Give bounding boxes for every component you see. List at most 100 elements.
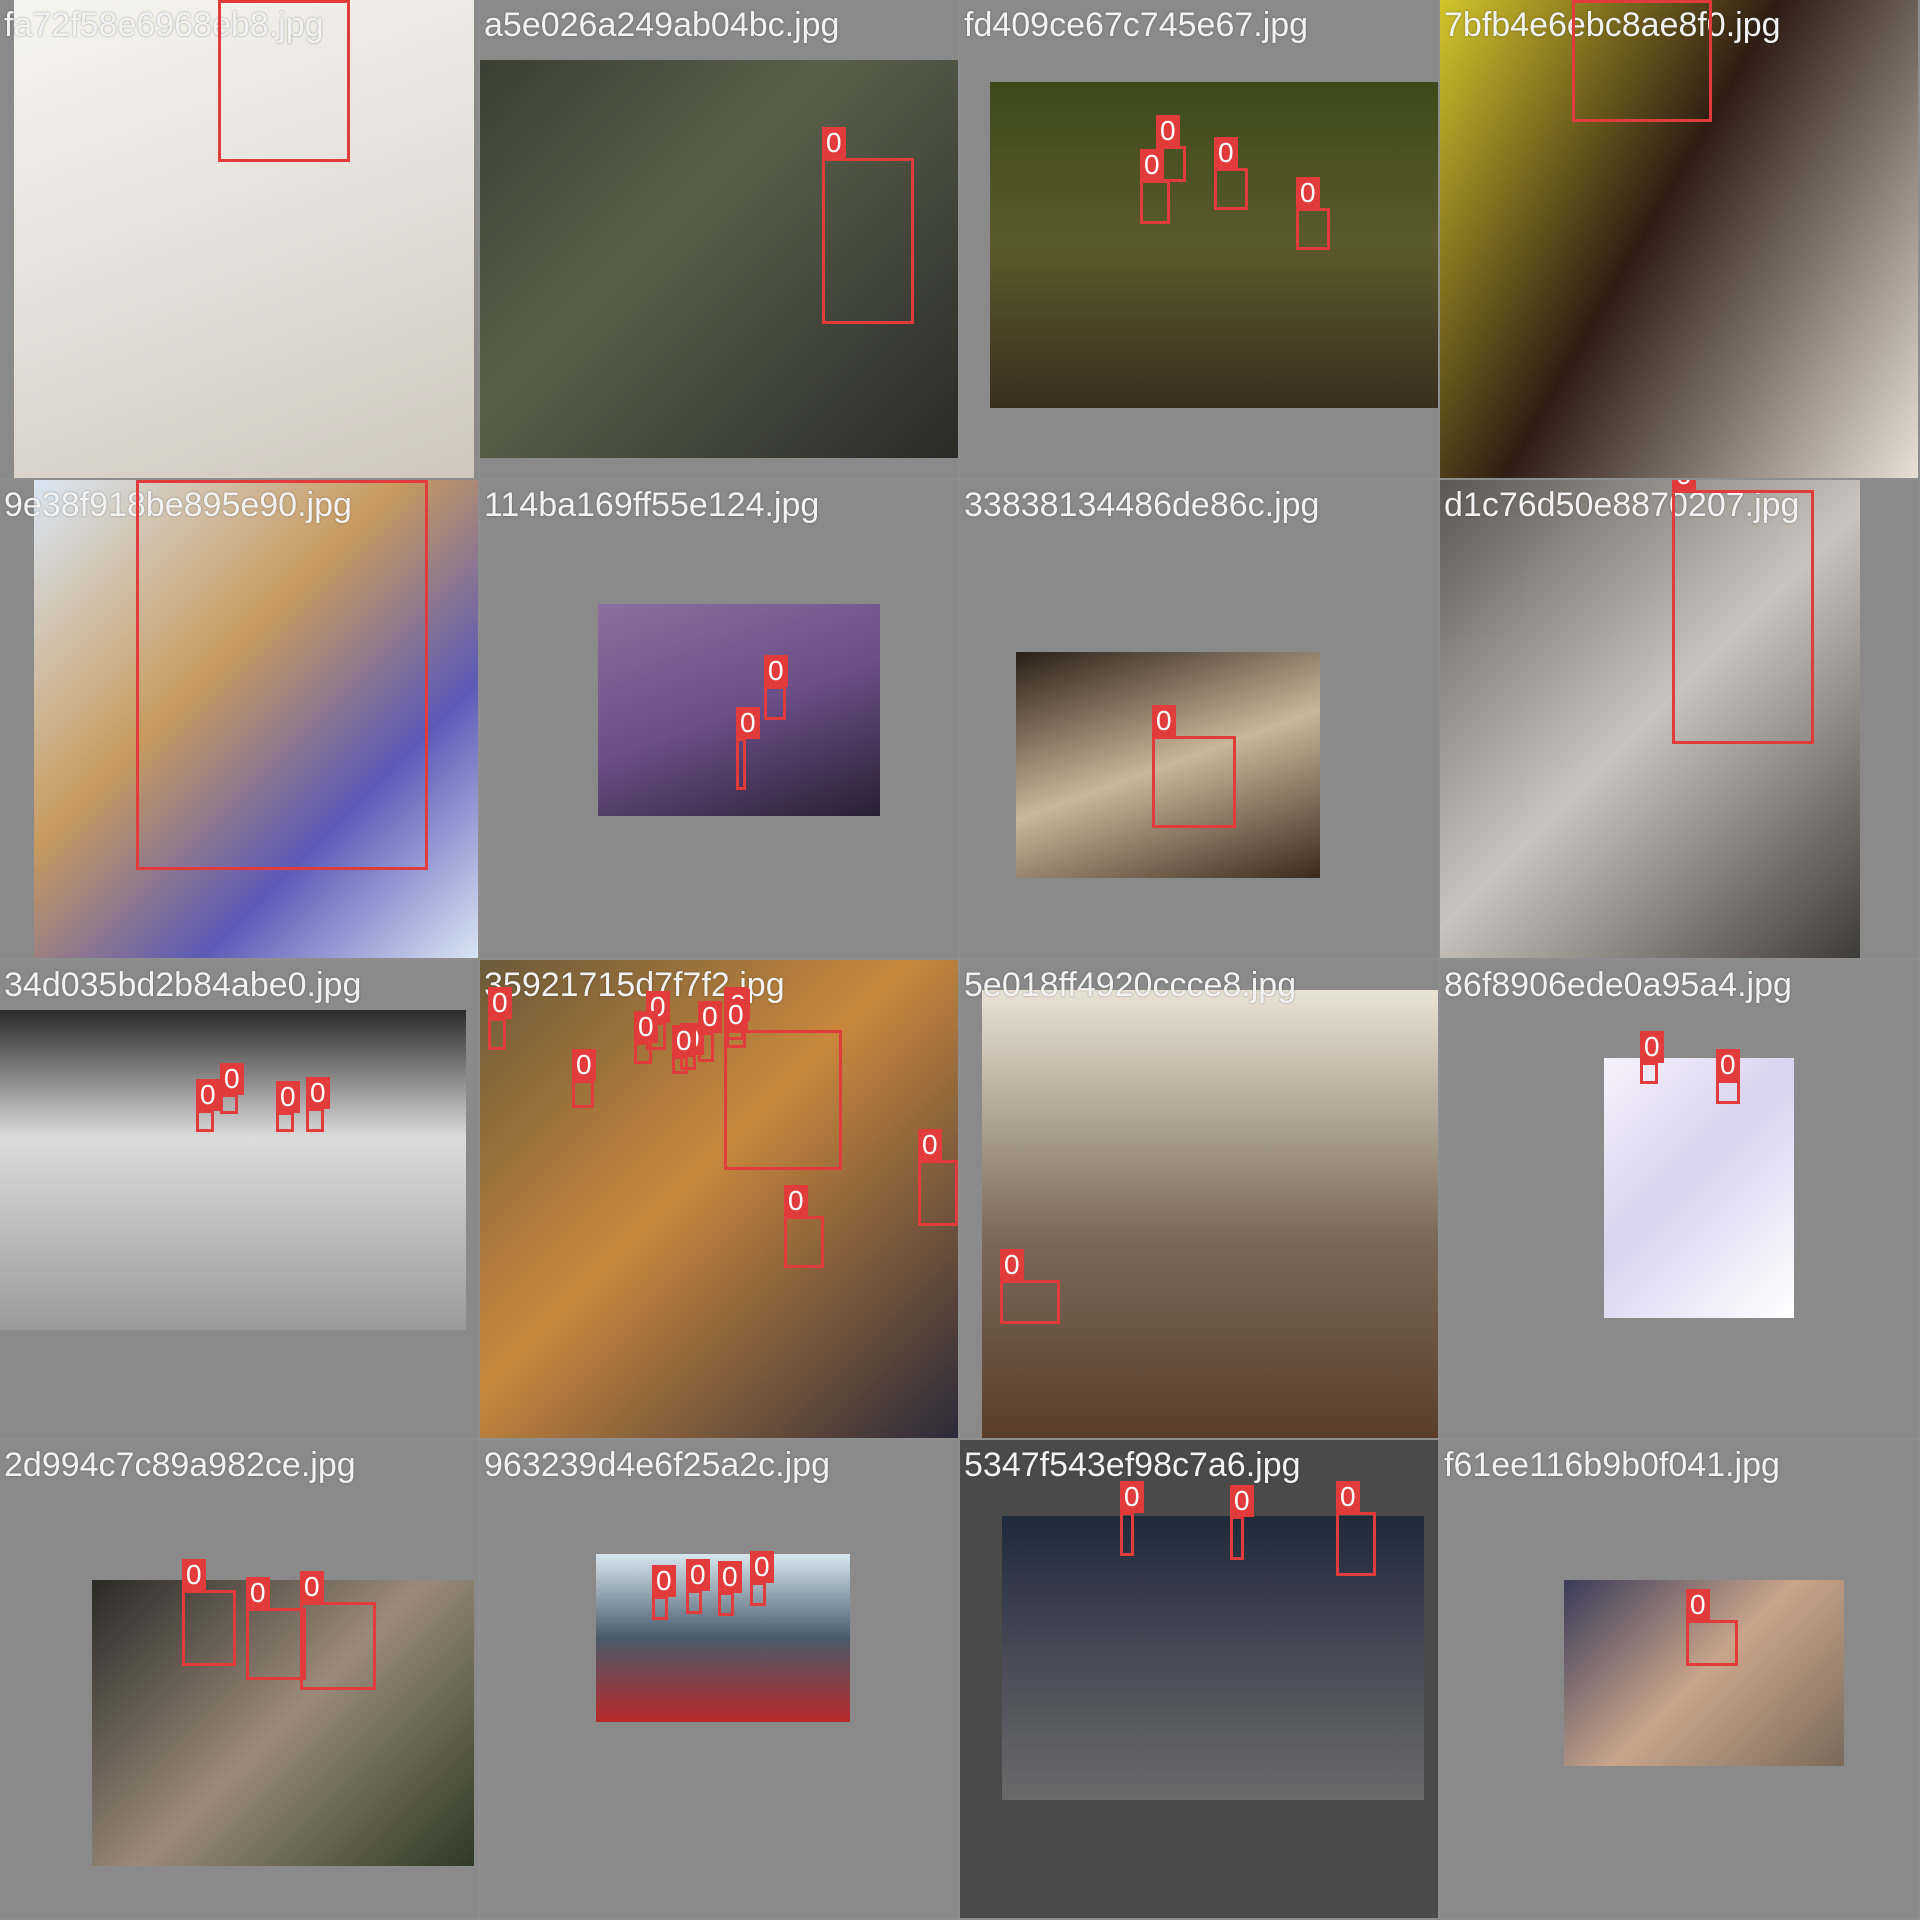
photo	[982, 990, 1438, 1438]
photo	[480, 960, 958, 1438]
filename-label: 86f8906ede0a95a4.jpg	[1444, 966, 1792, 1004]
class-label: 0	[750, 1551, 774, 1583]
filename-label: 2d994c7c89a982ce.jpg	[4, 1446, 356, 1484]
face-bounding-box: 0	[1686, 1589, 1738, 1666]
filename-label: 33838134486de86c.jpg	[964, 486, 1320, 524]
face-bounding-box: 0	[276, 1081, 300, 1132]
face-bounding-box: 0	[652, 1565, 676, 1620]
image-tile: 7bfb4e6ebc8ae8f0.jpg 0	[1440, 0, 1918, 478]
face-bounding-box: 0	[724, 999, 842, 1170]
photo	[1440, 480, 1860, 958]
image-tile: 9e38f918be895e90.jpg 0	[0, 480, 478, 958]
class-label: 0	[306, 1077, 330, 1109]
class-label: 0	[698, 1001, 722, 1033]
class-label: 0	[1336, 1481, 1360, 1513]
image-tile: 2d994c7c89a982ce.jpg 0 0 0	[0, 1440, 478, 1918]
filename-label: 9e38f918be895e90.jpg	[4, 486, 352, 524]
image-tile: d1c76d50e8870207.jpg 0	[1440, 480, 1918, 958]
class-label: 0	[672, 1025, 696, 1057]
image-tile: 5347f543ef98c7a6.jpg 0 0 0	[960, 1440, 1438, 1918]
image-tile: 5e018ff4920ccce8.jpg 0	[960, 960, 1438, 1438]
image-tile: 34d035bd2b84abe0.jpg 0 0 0 0	[0, 960, 478, 1438]
class-label: 0	[736, 707, 760, 739]
face-bounding-box: 0	[246, 1577, 306, 1680]
face-bounding-box: 0	[1140, 149, 1170, 224]
filename-label: fd409ce67c745e67.jpg	[964, 6, 1309, 44]
class-label: 0	[1640, 1031, 1664, 1063]
face-bounding-box: 0	[918, 1129, 958, 1226]
face-bounding-box: 0	[300, 1571, 376, 1690]
face-bounding-box: 0	[822, 127, 914, 324]
face-bounding-box: 0	[196, 1079, 220, 1132]
class-label: 0	[488, 987, 512, 1019]
photo	[1002, 1516, 1424, 1800]
photo	[480, 60, 958, 458]
class-label: 0	[1686, 1589, 1710, 1621]
photo	[34, 480, 478, 958]
class-label: 0	[652, 1565, 676, 1597]
class-label: 0	[1716, 1049, 1740, 1081]
class-label: 0	[1672, 480, 1696, 491]
image-tile: 33838134486de86c.jpg 0	[960, 480, 1438, 958]
face-bounding-box: 0	[1000, 1249, 1060, 1324]
class-label: 0	[1140, 149, 1164, 181]
face-bounding-box: 0	[1230, 1485, 1254, 1560]
class-label: 0	[300, 1571, 324, 1603]
class-label: 0	[1572, 0, 1596, 1]
face-bounding-box: 0	[718, 1561, 742, 1616]
filename-label: 7bfb4e6ebc8ae8f0.jpg	[1444, 6, 1781, 44]
image-tile: fd409ce67c745e67.jpg 0 0 0 0	[960, 0, 1438, 478]
face-bounding-box: 0	[1672, 480, 1814, 744]
face-bounding-box: 0	[306, 1077, 330, 1132]
face-bounding-box: 0	[220, 1063, 244, 1114]
face-bounding-box: 0	[1214, 137, 1248, 210]
class-label: 0	[686, 1559, 710, 1591]
filename-label: 5e018ff4920ccce8.jpg	[964, 966, 1297, 1004]
image-tile: 35921715d7f7f2.jpg 0 0 0 0 0 0 0 0 0 0 0…	[480, 960, 958, 1438]
face-bounding-box: 0	[488, 987, 512, 1050]
image-tile: a5e026a249ab04bc.jpg 0	[480, 0, 958, 478]
class-label: 0	[634, 1011, 658, 1043]
face-bounding-box: 0	[634, 1011, 658, 1064]
class-label: 0	[764, 655, 788, 687]
class-label: 0	[218, 0, 242, 1]
photo	[92, 1580, 474, 1866]
class-label: 0	[1214, 137, 1238, 169]
image-tile: 963239d4e6f25a2c.jpg 0 0 0 0	[480, 1440, 958, 1918]
face-bounding-box: 0	[736, 707, 760, 790]
face-bounding-box: 0	[218, 0, 350, 162]
filename-label: 114ba169ff55e124.jpg	[484, 486, 820, 524]
face-bounding-box: 0	[686, 1559, 710, 1614]
face-bounding-box: 0	[764, 655, 788, 720]
image-tile: 114ba169ff55e124.jpg 0 0	[480, 480, 958, 958]
class-label: 0	[1296, 177, 1320, 209]
face-bounding-box: 0	[182, 1559, 236, 1666]
class-label: 0	[182, 1559, 206, 1591]
filename-label: a5e026a249ab04bc.jpg	[484, 6, 840, 44]
filename-label: 963239d4e6f25a2c.jpg	[484, 1446, 830, 1484]
class-label: 0	[1000, 1249, 1024, 1281]
class-label: 0	[220, 1063, 244, 1095]
class-label: 0	[1120, 1481, 1144, 1513]
filename-label: 5347f543ef98c7a6.jpg	[964, 1446, 1301, 1484]
image-tile: fa72f58e6968eb8.jpg 0	[0, 0, 478, 478]
face-bounding-box: 0	[1152, 705, 1236, 828]
class-label: 0	[918, 1129, 942, 1161]
image-tile: f61ee116b9b0f041.jpg 0	[1440, 1440, 1918, 1918]
class-label: 0	[784, 1185, 808, 1217]
photo	[14, 0, 474, 478]
photo	[1604, 1058, 1794, 1318]
photo	[1016, 652, 1320, 878]
face-bounding-box: 0	[136, 480, 428, 870]
filename-label: 34d035bd2b84abe0.jpg	[4, 966, 362, 1004]
image-tile: 86f8906ede0a95a4.jpg 0 0	[1440, 960, 1918, 1438]
class-label: 0	[822, 127, 846, 159]
class-label: 0	[276, 1081, 300, 1113]
class-label: 0	[246, 1577, 270, 1609]
face-bounding-box: 0	[1336, 1481, 1376, 1576]
face-bounding-box: 0	[1716, 1049, 1740, 1104]
class-label: 0	[572, 1049, 596, 1081]
photo	[990, 82, 1438, 408]
photo	[0, 1010, 466, 1330]
